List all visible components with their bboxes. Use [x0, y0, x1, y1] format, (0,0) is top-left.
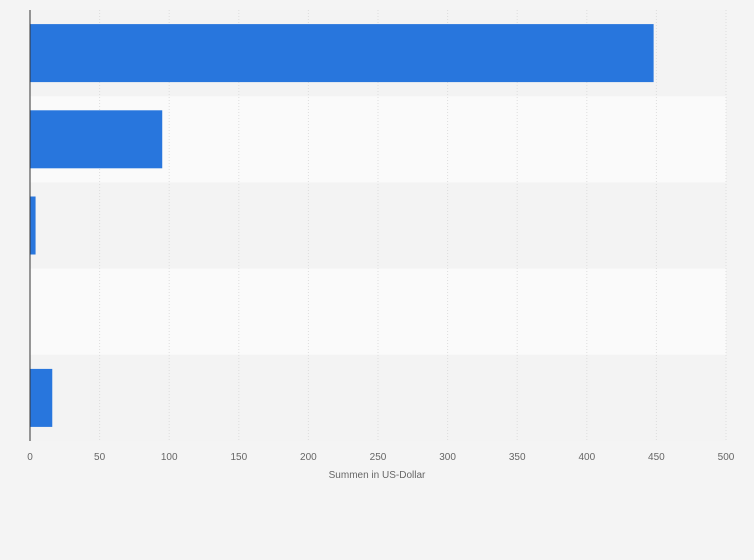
x-tick-label-200: 200 [300, 452, 317, 463]
bars [30, 24, 654, 427]
x-tick-label-450: 450 [648, 452, 665, 463]
x-axis-title: Summen in US-Dollar [329, 470, 426, 481]
x-tick-label-100: 100 [161, 452, 178, 463]
x-tick-label-0: 0 [27, 452, 33, 463]
x-tick-label-300: 300 [439, 452, 456, 463]
x-tick-label-250: 250 [370, 452, 387, 463]
x-tick-label-500: 500 [718, 452, 735, 463]
x-tick-label-50: 50 [94, 452, 106, 463]
bar-2[interactable] [30, 110, 163, 169]
x-tick-label-350: 350 [509, 452, 526, 463]
bar-5[interactable] [30, 368, 53, 427]
bar-3[interactable] [30, 196, 36, 255]
row-band-4 [30, 268, 726, 355]
x-axis-tick-labels: 0 50 100 150 200 250 300 350 400 450 500 [27, 452, 735, 463]
x-tick-label-400: 400 [578, 452, 595, 463]
x-tick-label-150: 150 [230, 452, 247, 463]
bar-1[interactable] [30, 24, 654, 83]
row-band-3 [30, 182, 726, 269]
